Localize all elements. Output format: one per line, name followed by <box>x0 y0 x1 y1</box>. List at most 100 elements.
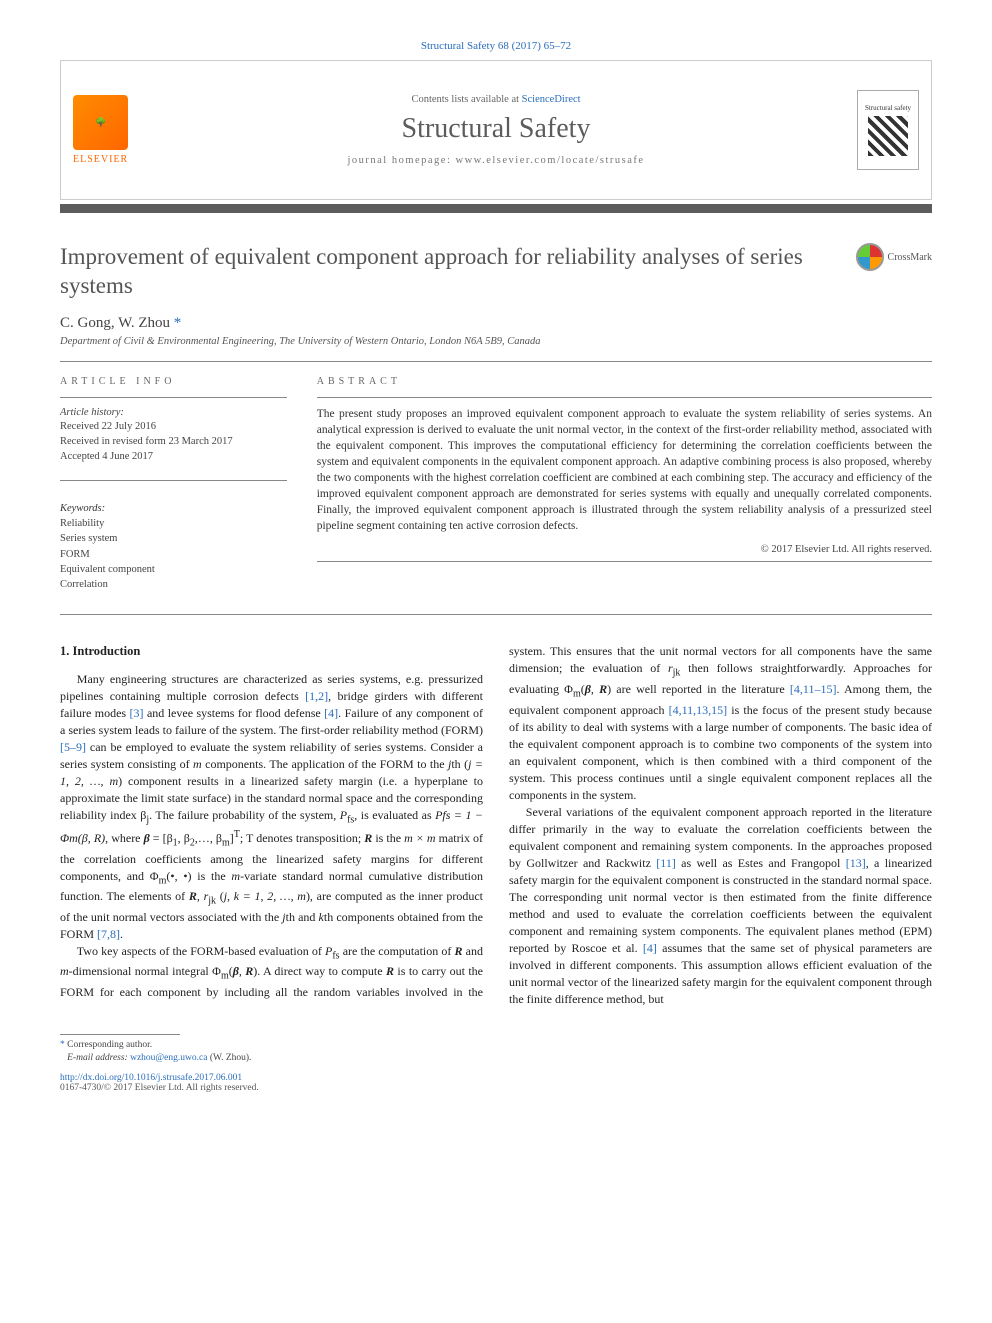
publisher-logo-block: 🌳 ELSEVIER <box>73 95 128 165</box>
header-citation: Structural Safety 68 (2017) 65–72 <box>60 40 932 52</box>
t: -dimensional normal integral Φ <box>69 964 221 978</box>
keywords-list: Reliability Series system FORM Equivalen… <box>60 516 287 592</box>
t: ( <box>216 889 224 903</box>
sub: fs <box>332 950 339 961</box>
sub: m <box>221 971 229 982</box>
t: th ( <box>451 757 468 771</box>
var: R <box>189 889 197 903</box>
var: m <box>60 964 69 978</box>
citation-link[interactable]: [4,11,13,15] <box>669 703 728 717</box>
citation-link[interactable]: [13] <box>846 856 866 870</box>
citation-link[interactable]: [11] <box>656 856 676 870</box>
t: and <box>463 944 483 958</box>
section-heading: 1. Introduction <box>60 643 483 661</box>
t: is the <box>372 831 404 845</box>
abstract-rule-bottom <box>317 561 932 562</box>
masthead-divider-bar <box>60 204 932 213</box>
contents-available-line: Contents lists available at ScienceDirec… <box>347 94 644 105</box>
t: , <box>591 682 599 696</box>
crossmark-icon <box>856 243 884 271</box>
crossmark-label: CrossMark <box>888 252 932 263</box>
affiliation: Department of Civil & Environmental Engi… <box>60 336 932 347</box>
sub: jk <box>208 896 216 907</box>
article-title: Improvement of equivalent component appr… <box>60 243 836 301</box>
footnote-separator <box>60 1034 180 1035</box>
t: are the computation of <box>340 944 455 958</box>
body-top-rule <box>60 614 932 615</box>
t: . The failure probability of the system, <box>149 808 340 822</box>
issn-copyright: 0167-4730/© 2017 Elsevier Ltd. All right… <box>60 1083 932 1093</box>
cover-thumb-graphic <box>868 116 908 156</box>
t: components. The application of the FORM … <box>202 757 448 771</box>
keyword: Correlation <box>60 577 287 592</box>
citation-link[interactable]: [7,8] <box>97 927 120 941</box>
t: ). A direct way to compute <box>253 964 386 978</box>
t: is the focus of the present study becaus… <box>509 703 932 802</box>
var: P <box>340 808 347 822</box>
keyword: Series system <box>60 531 287 546</box>
homepage-prefix: journal homepage: <box>347 155 455 166</box>
corresponding-author-link[interactable]: * <box>174 315 182 331</box>
sub: m <box>573 688 581 699</box>
t: , β <box>178 831 190 845</box>
article-info-label: ARTICLE INFO <box>60 376 287 387</box>
accepted-date: Accepted 4 June 2017 <box>60 450 287 465</box>
var: R <box>386 964 394 978</box>
t: (•, •) is the <box>166 869 231 883</box>
info-rule <box>60 397 287 398</box>
corresponding-author-footnote: * Corresponding author. E-mail address: … <box>60 1039 932 1065</box>
abstract-rule-top <box>317 397 932 398</box>
keywords-label: Keywords: <box>60 503 287 514</box>
citation-link[interactable]: [4] <box>324 706 338 720</box>
var: R <box>455 944 463 958</box>
citation-link[interactable]: [4] <box>643 941 657 955</box>
journal-name: Structural Safety <box>347 113 644 145</box>
sciencedirect-link[interactable]: ScienceDirect <box>522 94 581 105</box>
abstract-label: ABSTRACT <box>317 376 932 387</box>
t: ) are well reported in the literature <box>607 682 790 696</box>
t: , is evaluated as <box>354 808 435 822</box>
corr-label: Corresponding author. <box>67 1040 152 1050</box>
publisher-label: ELSEVIER <box>73 154 128 165</box>
journal-cover-thumb: Structural safety <box>857 90 919 170</box>
doi-link[interactable]: http://dx.doi.org/10.1016/j.strusafe.201… <box>60 1073 242 1083</box>
t: = [β <box>150 831 173 845</box>
citation-link[interactable]: [5–9] <box>60 740 86 754</box>
var: m <box>193 757 202 771</box>
var: R <box>599 682 607 696</box>
revised-date: Received in revised form 23 March 2017 <box>60 435 287 450</box>
t: , <box>197 889 204 903</box>
journal-homepage-url[interactable]: www.elsevier.com/locate/strusafe <box>456 155 645 166</box>
keyword: FORM <box>60 547 287 562</box>
t: th and <box>286 910 319 924</box>
keyword: Reliability <box>60 516 287 531</box>
authors-names: C. Gong, W. Zhou <box>60 315 170 331</box>
t: and levee systems for flood defense <box>144 706 325 720</box>
var: m × m <box>404 831 436 845</box>
t: Two key aspects of the FORM-based evalua… <box>77 944 325 958</box>
rule-top <box>60 361 932 362</box>
author-email-link[interactable]: wzhou@eng.uwo.ca <box>130 1053 207 1063</box>
t: ,…, β <box>195 831 222 845</box>
sub: m <box>222 837 230 848</box>
citation-link[interactable]: [4,11–15] <box>790 682 837 696</box>
t: ; T denotes transposition; <box>240 831 364 845</box>
email-label: E-mail address: <box>67 1053 128 1063</box>
received-date: Received 22 July 2016 <box>60 420 287 435</box>
t: , where <box>105 831 143 845</box>
body-text: 1. Introduction Many engineering structu… <box>60 643 932 1008</box>
citation-link[interactable]: [1,2] <box>305 689 328 703</box>
journal-homepage-line: journal homepage: www.elsevier.com/locat… <box>347 155 644 166</box>
keywords-rule <box>60 480 287 481</box>
crossmark-badge[interactable]: CrossMark <box>856 243 932 271</box>
journal-masthead: 🌳 ELSEVIER Contents lists available at S… <box>60 60 932 200</box>
abstract-text: The present study proposes an improved e… <box>317 406 932 535</box>
keyword: Equivalent component <box>60 562 287 577</box>
citation-link[interactable]: [3] <box>130 706 144 720</box>
cover-label: Structural safety <box>865 104 911 112</box>
abstract-copyright: © 2017 Elsevier Ltd. All rights reserved… <box>317 544 932 555</box>
t: . <box>120 927 123 941</box>
var: m <box>231 869 240 883</box>
t: as well as Estes and Frangopol <box>676 856 846 870</box>
var: j, k = 1, 2, …, m <box>224 889 306 903</box>
